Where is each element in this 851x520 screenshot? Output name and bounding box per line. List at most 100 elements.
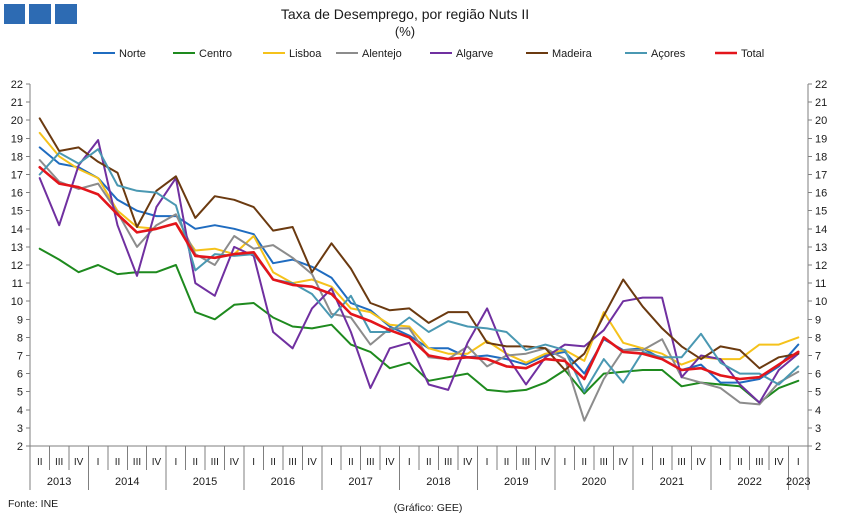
y-tick-label-left: 12 xyxy=(11,260,23,272)
series-line-lisboa xyxy=(38,131,800,366)
x-tick-label-year: 2023 xyxy=(786,476,810,488)
series-lines xyxy=(38,117,800,422)
x-tick-label-quarter: I xyxy=(486,457,489,468)
x-tick-label-quarter: III xyxy=(677,457,685,468)
y-tick-label-right: 19 xyxy=(815,133,827,145)
legend-label: Total xyxy=(741,48,764,60)
x-tick-label-year: 2019 xyxy=(504,476,528,488)
x-tick-label-quarter: IV xyxy=(74,457,84,468)
x-tick-label-quarter: I xyxy=(563,457,566,468)
y-tick-label-right: 22 xyxy=(815,79,827,91)
x-tick-label-quarter: I xyxy=(330,457,333,468)
y-tick-label-left: 4 xyxy=(17,405,23,417)
axes xyxy=(29,84,809,490)
logo-square-icon xyxy=(4,4,25,24)
legend-label: Açores xyxy=(651,48,686,60)
y-tick-label-right: 12 xyxy=(815,260,827,272)
y-tick-label-left: 6 xyxy=(17,369,23,381)
legend-item-lisboa: Lisboa xyxy=(263,48,322,60)
logo-square-icon xyxy=(29,4,51,24)
x-tick-label-quarter: II xyxy=(348,457,354,468)
credit-note: (Gráfico: GEE) xyxy=(394,502,463,514)
x-tick-label-quarter: II xyxy=(193,457,199,468)
y-tick-label-right: 8 xyxy=(815,332,821,344)
y-tick-label-right: 11 xyxy=(815,278,826,290)
x-tick-label-quarter: II xyxy=(270,457,276,468)
y-axis-left: 2 3 4 5 6 7 8 9 10 11 12 13 14 15 16 17 18 19 20 21 22 xyxy=(11,79,30,453)
legend-item-centro: Centro xyxy=(173,48,232,60)
x-tick-label-year: 2021 xyxy=(660,476,684,488)
y-tick-label-right: 15 xyxy=(815,206,827,218)
legend-item-norte: Norte xyxy=(93,48,146,60)
x-tick-label-year: 2016 xyxy=(271,476,295,488)
y-tick-label-right: 5 xyxy=(815,387,821,399)
y-tick-label-left: 19 xyxy=(11,133,23,145)
y-tick-label-left: 2 xyxy=(17,441,23,453)
chart-subtitle: (%) xyxy=(395,24,415,39)
x-tick-label-quarter: I xyxy=(641,457,644,468)
x-tick-label-quarter: III xyxy=(444,457,452,468)
x-tick-label-quarter: III xyxy=(366,457,374,468)
x-tick-label-quarter: II xyxy=(426,457,432,468)
y-tick-label-left: 13 xyxy=(11,242,23,254)
legend: Norte Centro Lisboa Alentejo Algarve Madeira A… xyxy=(93,48,764,60)
x-tick-label-quarter: III xyxy=(55,457,63,468)
series-line-alentejo xyxy=(38,159,800,422)
legend-label: Lisboa xyxy=(289,48,322,60)
y-tick-label-left: 11 xyxy=(12,278,23,290)
y-tick-label-right: 20 xyxy=(815,115,827,127)
x-tick-label-year: 2022 xyxy=(737,476,761,488)
legend-label: Centro xyxy=(199,48,232,60)
legend-label: Norte xyxy=(119,48,146,60)
y-tick-label-right: 13 xyxy=(815,242,827,254)
x-tick-label-quarter: III xyxy=(600,457,608,468)
gee-logo-icon xyxy=(4,4,77,24)
x-tick-label-quarter: IV xyxy=(541,457,551,468)
y-tick-label-left: 17 xyxy=(11,170,23,182)
x-tick-label-year: 2013 xyxy=(47,476,71,488)
x-tick-label-year: 2015 xyxy=(193,476,217,488)
y-tick-label-left: 18 xyxy=(11,151,23,163)
y-tick-label-left: 14 xyxy=(11,224,23,236)
x-tick-label-quarter: IV xyxy=(463,457,473,468)
chart-title: Taxa de Desemprego, por região Nuts II xyxy=(281,6,529,22)
x-tick-label-quarter: IV xyxy=(696,457,706,468)
y-tick-label-left: 10 xyxy=(11,296,23,308)
x-tick-label-quarter: III xyxy=(522,457,530,468)
y-tick-label-left: 20 xyxy=(11,115,23,127)
y-tick-label-left: 8 xyxy=(17,332,23,344)
legend-item-alentejo: Alentejo xyxy=(336,48,402,60)
y-tick-label-right: 6 xyxy=(815,369,821,381)
x-tick-label-year: 2014 xyxy=(115,476,139,488)
y-tick-label-left: 21 xyxy=(11,97,23,109)
y-tick-label-right: 17 xyxy=(815,170,827,182)
x-tick-label-quarter: IV xyxy=(385,457,395,468)
legend-item-acores: Açores xyxy=(625,48,686,60)
x-tick-label-quarter: I xyxy=(797,457,800,468)
y-tick-label-right: 16 xyxy=(815,188,827,200)
y-tick-label-right: 10 xyxy=(815,296,827,308)
y-tick-label-left: 16 xyxy=(11,188,23,200)
y-tick-label-right: 3 xyxy=(815,423,821,435)
logo-square-icon xyxy=(55,4,77,24)
y-tick-label-left: 22 xyxy=(11,79,23,91)
source-note: Fonte: INE xyxy=(8,498,58,510)
y-tick-label-right: 21 xyxy=(815,97,827,109)
x-tick-label-quarter: II xyxy=(737,457,743,468)
x-tick-label-quarter: I xyxy=(97,457,100,468)
legend-item-madeira: Madeira xyxy=(526,48,593,60)
x-tick-label-quarter: I xyxy=(252,457,255,468)
x-tick-label-quarter: III xyxy=(133,457,141,468)
x-tick-label-quarter: III xyxy=(755,457,763,468)
x-tick-label-quarter: IV xyxy=(307,457,317,468)
legend-item-algarve: Algarve xyxy=(430,48,493,60)
x-tick-label-year: 2020 xyxy=(582,476,606,488)
legend-label: Alentejo xyxy=(362,48,402,60)
x-tick-label-quarter: III xyxy=(211,457,219,468)
x-tick-label-quarter: III xyxy=(288,457,296,468)
x-tick-label-quarter: IV xyxy=(229,457,239,468)
legend-label: Algarve xyxy=(456,48,493,60)
series-line-centro xyxy=(38,247,800,404)
y-tick-label-left: 7 xyxy=(17,351,23,363)
